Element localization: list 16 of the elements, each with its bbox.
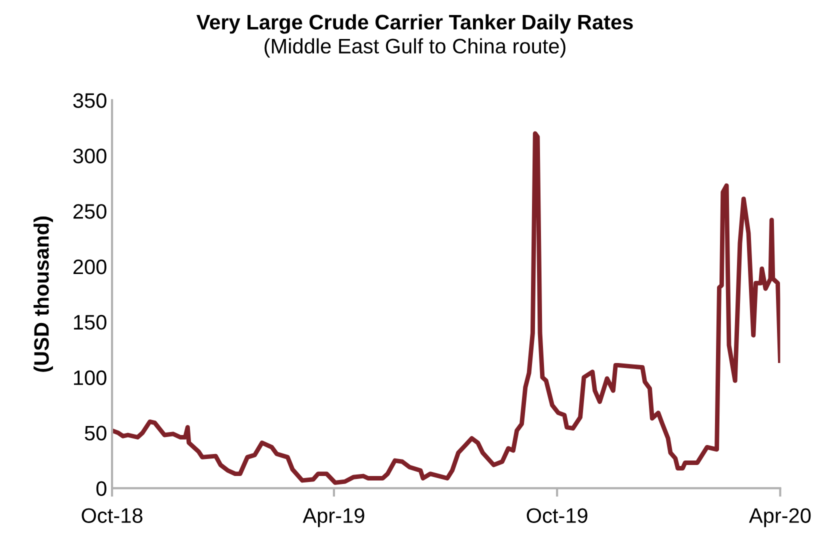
chart-title: Very Large Crude Carrier Tanker Daily Rates [196,14,633,34]
y-tick-label: 100 [74,370,106,386]
line-series [112,131,780,485]
x-tick-label: Apr-19 [302,508,364,528]
y-tick-label: 300 [73,148,106,164]
y-tick-label: 200 [73,260,106,274]
x-tick-label: Apr-20 [748,508,811,528]
y-axis-title: (USD thousand) [34,216,53,372]
x-tick-label: Oct-18 [82,508,142,523]
y-tick-label: 250 [73,204,106,219]
y-tick-label: 50 [84,426,106,441]
chart-subtitle: (Middle East Gulf to China route) [264,38,566,58]
x-tick-label: Oct-19 [526,508,588,523]
y-tick-label: 150 [74,314,106,330]
y-tick-label: 350 [73,93,106,108]
y-tick-label: 0 [96,481,106,496]
